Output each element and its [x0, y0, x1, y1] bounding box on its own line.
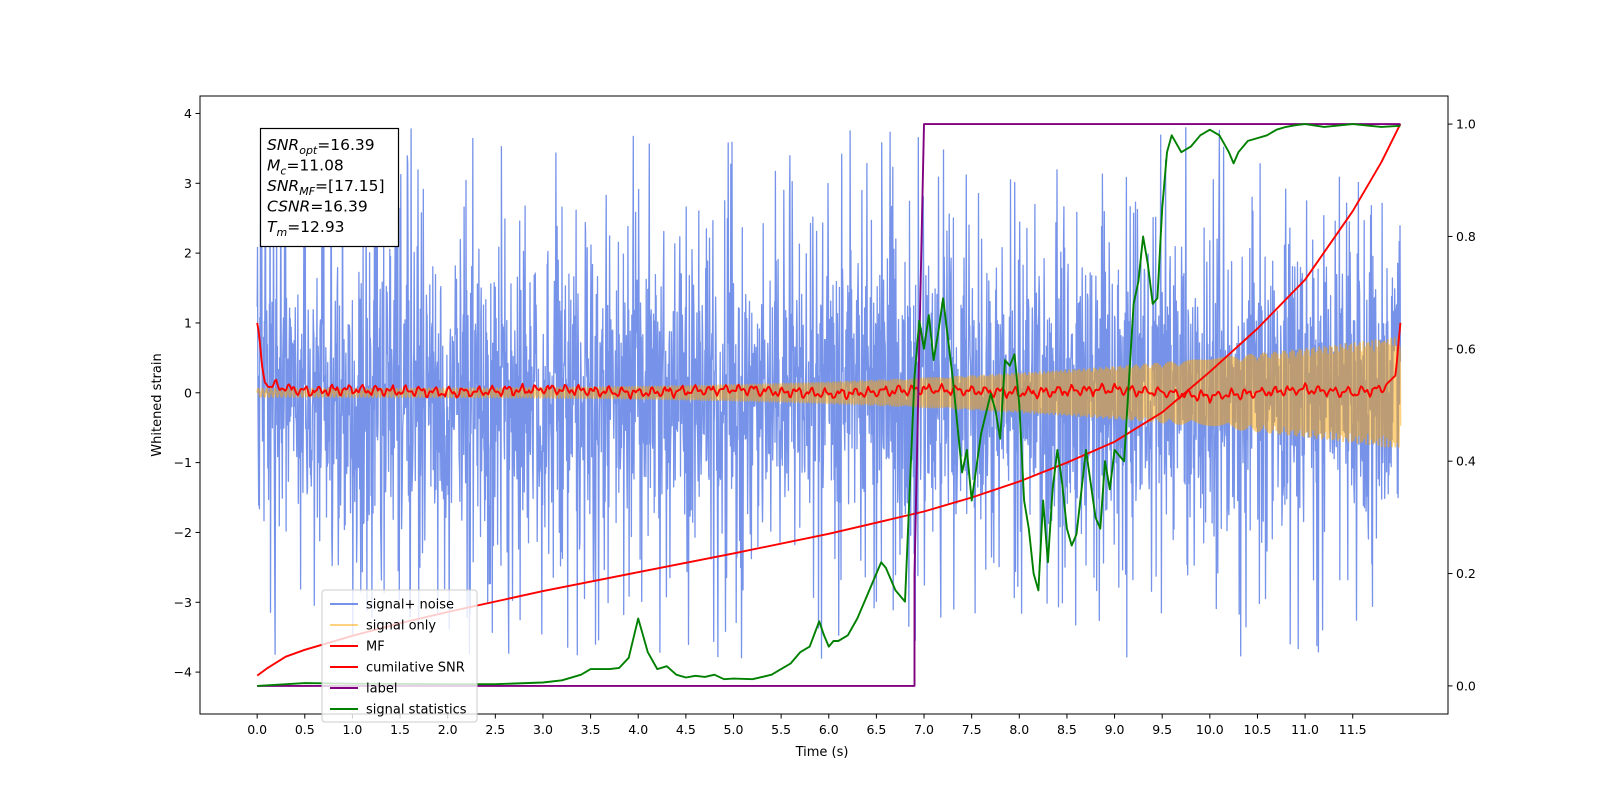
x-tick-label: 5.5 — [771, 722, 791, 737]
info-box-line: Tm=12.93 — [267, 218, 345, 239]
x-tick-label: 5.0 — [724, 722, 744, 737]
x-tick-label: 8.5 — [1057, 722, 1077, 737]
y-right-tick-label: 0.6 — [1456, 341, 1476, 356]
x-tick-label: 7.5 — [962, 722, 982, 737]
y-tick-label: −4 — [174, 665, 192, 680]
x-tick-label: 10.5 — [1244, 722, 1272, 737]
x-tick-label: 7.0 — [914, 722, 934, 737]
series-mf-line — [256, 322, 1402, 404]
legend-frame — [321, 589, 478, 723]
info-box-frame — [259, 127, 400, 248]
y-right-tick-label: 0.4 — [1456, 454, 1476, 469]
series-label-line — [257, 123, 1401, 687]
y-right-tick-label: 0.0 — [1456, 678, 1476, 693]
plot-frame — [199, 95, 1449, 715]
x-tick-label: 6.0 — [819, 722, 839, 737]
x-tick-label: 9.5 — [1152, 722, 1172, 737]
x-tick-label: 0.5 — [295, 722, 315, 737]
legend-label-signal-only: signal only — [366, 619, 436, 634]
info-box: SNRopt=16.39Mc=11.08SNRMF=[17.15]CSNR=16… — [259, 127, 400, 248]
y-axis-label: Whitened strain — [150, 353, 165, 456]
series-signal-only-line — [256, 336, 1402, 448]
y-tick-label: −2 — [174, 525, 192, 540]
legend-label-signal-noise: signal+ noise — [366, 598, 454, 613]
x-tick-label: 11.5 — [1339, 722, 1367, 737]
legend-label-cumilative-snr: cumilative SNR — [366, 661, 465, 676]
x-tick-label: 8.0 — [1009, 722, 1029, 737]
info-box-line: CSNR=16.39 — [267, 198, 368, 216]
x-tick-label: 6.5 — [866, 722, 886, 737]
y-tick-label: 2 — [184, 246, 192, 261]
legend: signal+ noise signal only MF cumilative SNR… — [321, 589, 478, 723]
legend-label-mf: MF — [366, 640, 385, 655]
x-axis-ticks: 0.0 0.5 1.0 1.5 2.0 2.5 3.0 3.5 4.0 4.5 5.0 5.5 6.0 6… — [247, 714, 1367, 737]
x-tick-label: 3.5 — [581, 722, 601, 737]
y-tick-label: −3 — [174, 595, 192, 610]
y-right-tick-label: 0.2 — [1456, 566, 1476, 581]
x-tick-label: 1.0 — [342, 722, 362, 737]
x-tick-label: 4.0 — [628, 722, 648, 737]
y-tick-label: 4 — [184, 106, 192, 121]
x-tick-label: 1.5 — [390, 722, 410, 737]
x-tick-label: 11.0 — [1291, 722, 1319, 737]
y-axis-ticks-right: 0.0 0.2 0.4 0.6 0.8 1.0 — [1448, 117, 1476, 693]
x-tick-label: 2.5 — [485, 722, 505, 737]
x-tick-label: 3.0 — [533, 722, 553, 737]
legend-label-label: label — [366, 682, 397, 697]
y-axis-ticks-left: −4 −3 −2 −1 0 1 2 3 4 — [174, 106, 200, 680]
info-box-line: SNRMF=[17.15] — [267, 177, 385, 198]
series-signal-noise-line — [256, 127, 1402, 659]
y-tick-label: −1 — [174, 455, 192, 470]
x-tick-label: 9.0 — [1105, 722, 1125, 737]
x-tick-label: 2.0 — [438, 722, 458, 737]
x-axis-label: Time (s) — [795, 745, 849, 760]
y-tick-label: 0 — [184, 385, 192, 400]
info-box-line: Mc=11.08 — [267, 157, 344, 178]
y-right-tick-label: 0.8 — [1456, 229, 1476, 244]
x-tick-label: 0.0 — [247, 722, 267, 737]
legend-label-signal-statistics: signal statistics — [366, 703, 467, 718]
y-right-tick-label: 1.0 — [1456, 117, 1476, 132]
y-tick-label: 1 — [184, 315, 192, 330]
info-box-line: SNRopt=16.39 — [267, 136, 375, 157]
series-signal-statistics-line — [257, 123, 1401, 687]
x-tick-label: 4.5 — [676, 722, 696, 737]
x-tick-label: 10.0 — [1196, 722, 1224, 737]
y-tick-label: 3 — [184, 176, 192, 191]
